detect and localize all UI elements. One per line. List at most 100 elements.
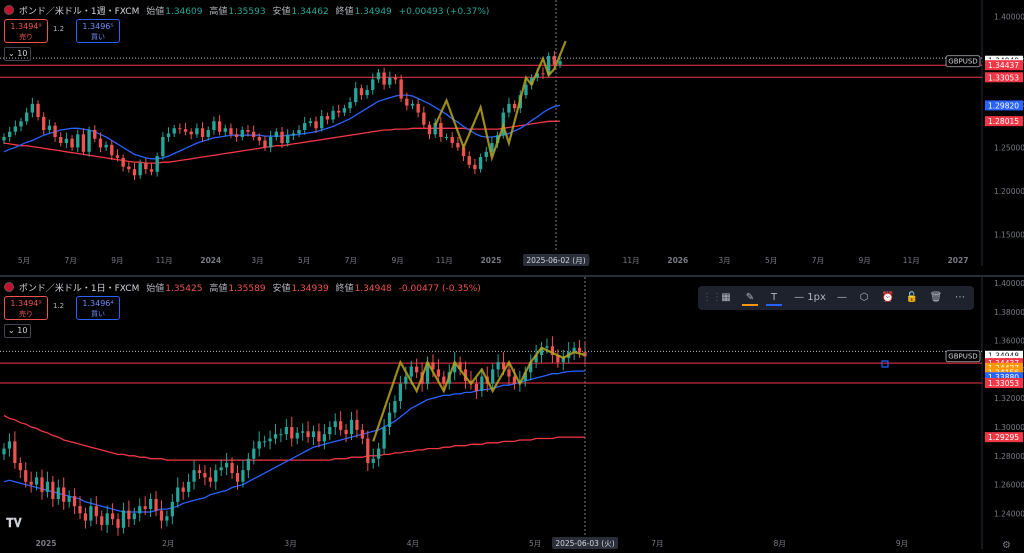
templates-icon[interactable]: ▦ (721, 292, 731, 303)
candle-body (405, 98, 409, 106)
candle-body (127, 166, 131, 170)
candle-body (523, 372, 527, 381)
candle-body (539, 347, 544, 355)
x-tick-label: 5月 (18, 256, 30, 265)
candle-body (325, 116, 330, 120)
x-tick-label: 11月 (623, 256, 640, 265)
candle-body (53, 125, 57, 137)
candle-body (176, 487, 180, 502)
candle-body (268, 136, 273, 148)
x-tick-label: 5月 (765, 256, 777, 265)
trash-icon[interactable]: 🗑 (929, 292, 943, 303)
candle-body (40, 477, 44, 492)
x-tick-label: 3月 (718, 256, 730, 265)
candle-body (229, 128, 233, 135)
candle-body (453, 362, 457, 373)
gbp-flag-icon (4, 282, 14, 292)
buy-button[interactable]: 1.3496⁴ 買い (76, 296, 120, 320)
lock-icon[interactable]: 🔓 (905, 292, 919, 303)
candle-body (439, 123, 443, 137)
daily-chart-pane[interactable]: 1.400001.380001.360001.340001.320001.300… (0, 277, 1024, 553)
price-label-bg (985, 72, 1023, 83)
candle-body (473, 164, 477, 170)
candle-body (376, 72, 381, 80)
candle-body (317, 431, 321, 442)
candle-body (322, 434, 326, 442)
candle-body (308, 121, 313, 124)
pane-divider[interactable] (0, 275, 1024, 277)
volume-toggle[interactable]: ⌄ 10 (4, 47, 32, 61)
candle-body (172, 128, 176, 134)
text-color-icon[interactable]: T (766, 290, 782, 306)
candle-body (7, 441, 12, 449)
zigzag-drawing (434, 40, 567, 162)
candle-body (546, 55, 551, 75)
candle-body (241, 470, 245, 482)
candle-body (121, 157, 125, 167)
symbol-tag-bg (945, 55, 981, 68)
candle-body (166, 133, 171, 137)
candle-body (507, 369, 511, 377)
candle-body (328, 427, 332, 435)
candle-body (577, 347, 582, 353)
candle-body (235, 473, 240, 482)
y-tick-label: 1.32000 (994, 394, 1024, 403)
candle-body (165, 516, 169, 521)
price-label: 1.29295 (988, 433, 1019, 442)
line-style-icon[interactable]: — (837, 292, 847, 303)
candle-body (100, 516, 104, 525)
volume-toggle[interactable]: ⌄ 10 (4, 324, 32, 338)
candle-body (306, 431, 310, 438)
candle-body (337, 110, 341, 113)
daily-chart-canvas[interactable]: 1.400001.380001.360001.340001.320001.300… (0, 277, 1024, 553)
tradingview-logo: 𝐓𝐕 (6, 516, 22, 530)
candle-body (2, 448, 6, 455)
weekly-chart-canvas[interactable]: 1.400001.350001.300001.250001.200001.150… (0, 0, 1024, 275)
candle-body (47, 125, 52, 130)
y-tick-label: 1.30000 (994, 423, 1024, 432)
candle-body (501, 362, 506, 370)
y-tick-label: 1.26000 (994, 481, 1024, 490)
alert-icon[interactable]: ⏰ (881, 292, 895, 303)
candle-body (187, 481, 191, 492)
change-value: -0.00477 (-0.35%) (398, 284, 481, 294)
drawing-toolbar: ⋮⋮ ▦ ✎ T — 1px — ⬡ ⏰ 🔓 🗑 ⋯ (698, 286, 974, 310)
candle-body (478, 157, 483, 170)
candle-body (115, 155, 120, 158)
settings-icon[interactable]: ⬡ (859, 292, 869, 303)
close-label: 終値 (335, 284, 354, 294)
candle-body (433, 123, 437, 135)
x-tick-label: 7月 (651, 539, 663, 548)
candle-body (94, 506, 98, 517)
candle-body (149, 169, 154, 172)
weekly-symbol-header: ポンド／米ドル・1週・FXCM 始値1.34609 高値1.35593 安値1.… (4, 4, 489, 17)
gear-icon[interactable]: ⚙ (1002, 540, 1011, 551)
sell-button[interactable]: 1.3494⁹ 売り (4, 19, 48, 43)
candle-body (382, 72, 386, 85)
candle-body (490, 143, 494, 152)
x-tick-label: 11月 (903, 256, 920, 265)
buy-button[interactable]: 1.3496⁵ 買い (76, 19, 120, 43)
candle-body (366, 438, 370, 463)
candle-body (223, 128, 227, 132)
candle-body (29, 481, 33, 485)
candle-body (67, 496, 71, 502)
weekly-chart-pane[interactable]: 1.400001.350001.300001.250001.200001.150… (0, 0, 1024, 275)
candle-body (143, 506, 147, 510)
candle-body (535, 73, 539, 78)
sell-button[interactable]: 1.3494⁹ 売り (4, 296, 48, 320)
candle-body (480, 376, 484, 391)
candle-body (13, 441, 17, 463)
candle-body (155, 156, 159, 172)
candle-body (311, 431, 316, 438)
y-tick-label: 1.36000 (994, 337, 1024, 346)
line-width-button[interactable]: — 1px (794, 292, 826, 303)
candle-body (507, 103, 511, 113)
more-icon[interactable]: ⋯ (955, 292, 965, 303)
candle-body (263, 441, 267, 443)
pencil-color-icon[interactable]: ✎ (742, 290, 758, 306)
price-label-bg (985, 100, 1023, 111)
drag-handle-icon[interactable]: ⋮⋮ (702, 292, 722, 303)
daily-title: ポンド／米ドル・1日・FXCM (18, 284, 140, 294)
candle-body (246, 130, 250, 132)
